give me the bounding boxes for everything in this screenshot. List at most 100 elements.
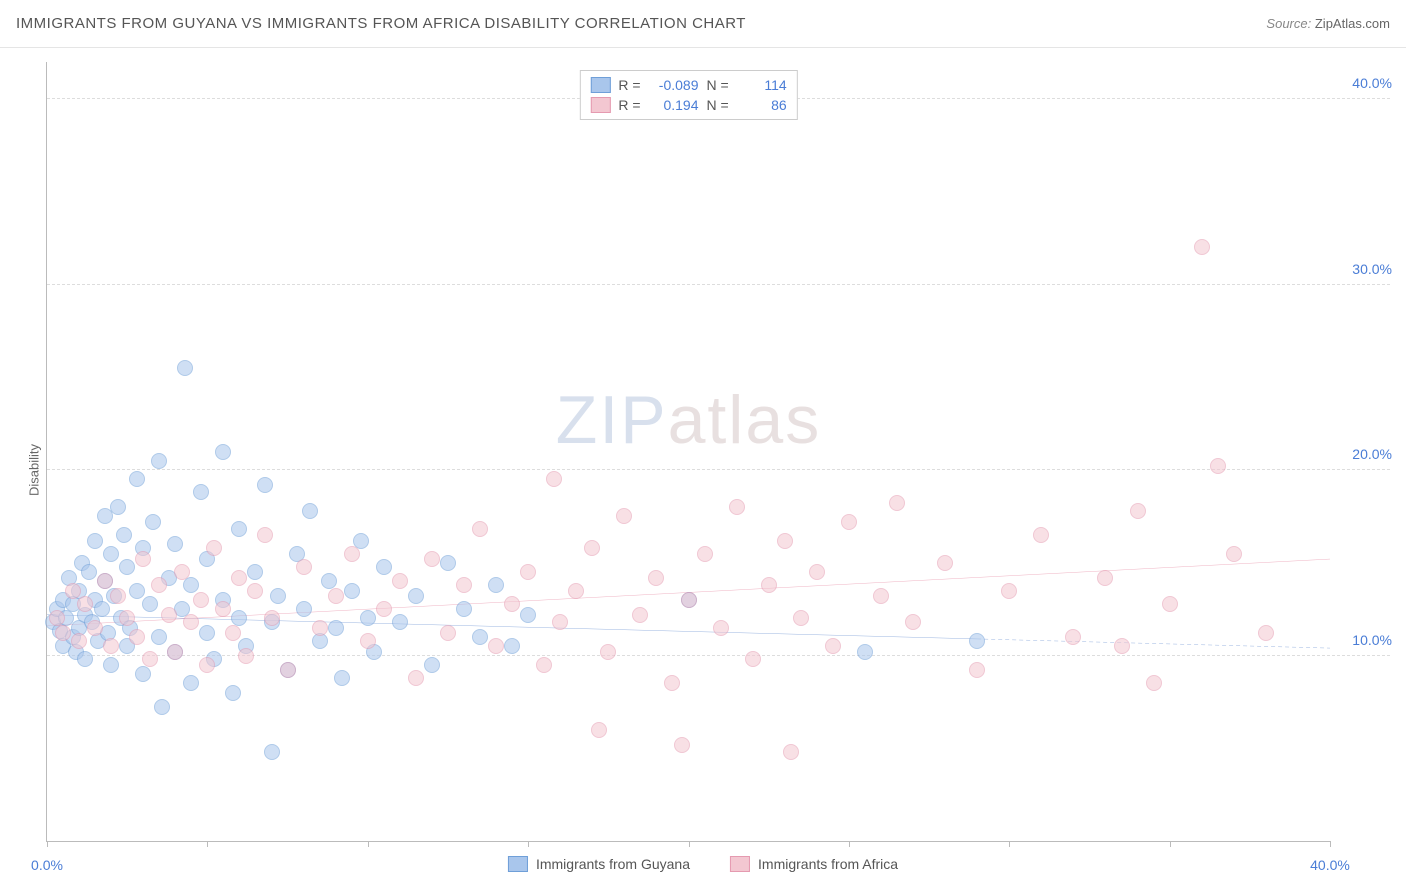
data-point — [1097, 570, 1113, 586]
data-point — [116, 527, 132, 543]
data-point — [873, 588, 889, 604]
data-point — [231, 570, 247, 586]
data-point — [456, 577, 472, 593]
source-label: Source: — [1266, 16, 1311, 31]
data-point — [664, 675, 680, 691]
swatch-guyana — [508, 856, 528, 872]
n-value-africa: 86 — [737, 97, 787, 113]
data-point — [424, 551, 440, 567]
r-value-africa: 0.194 — [649, 97, 699, 113]
data-point — [648, 570, 664, 586]
data-point — [183, 675, 199, 691]
data-point — [392, 573, 408, 589]
scatter-plot: ZIPatlas R = -0.089 N = 114 R = 0.194 N … — [46, 62, 1330, 842]
data-point — [504, 638, 520, 654]
data-point — [857, 644, 873, 660]
x-tick-label: 0.0% — [31, 857, 63, 873]
data-point — [321, 573, 337, 589]
data-point — [424, 657, 440, 673]
data-point — [94, 601, 110, 617]
data-point — [177, 360, 193, 376]
data-point — [777, 533, 793, 549]
swatch-guyana — [590, 77, 610, 93]
r-label: R = — [618, 97, 640, 113]
data-point — [225, 625, 241, 641]
n-label: N = — [707, 77, 729, 93]
data-point — [174, 564, 190, 580]
data-point — [87, 620, 103, 636]
data-point — [142, 651, 158, 667]
data-point — [215, 444, 231, 460]
data-point — [360, 633, 376, 649]
data-point — [360, 610, 376, 626]
watermark-zip: ZIP — [556, 382, 668, 458]
data-point — [536, 657, 552, 673]
data-point — [713, 620, 729, 636]
series-name-guyana: Immigrants from Guyana — [536, 856, 690, 872]
data-point — [546, 471, 562, 487]
data-point — [215, 601, 231, 617]
data-point — [71, 633, 87, 649]
x-tick — [849, 841, 850, 847]
data-point — [129, 471, 145, 487]
data-point — [408, 588, 424, 604]
data-point — [270, 588, 286, 604]
legend-item-guyana: Immigrants from Guyana — [508, 856, 690, 872]
x-tick — [47, 841, 48, 847]
data-point — [135, 551, 151, 567]
series-name-africa: Immigrants from Africa — [758, 856, 898, 872]
data-point — [199, 657, 215, 673]
data-point — [247, 564, 263, 580]
data-point — [103, 638, 119, 654]
data-point — [167, 536, 183, 552]
series-legend: Immigrants from Guyana Immigrants from A… — [508, 856, 898, 872]
legend-row-guyana: R = -0.089 N = 114 — [590, 75, 786, 95]
data-point — [103, 657, 119, 673]
data-point — [77, 651, 93, 667]
correlation-legend: R = -0.089 N = 114 R = 0.194 N = 86 — [579, 70, 797, 120]
y-axis-label: Disability — [27, 444, 42, 496]
data-point — [440, 625, 456, 641]
y-tick-label: 40.0% — [1352, 75, 1392, 91]
data-point — [552, 614, 568, 630]
data-point — [206, 540, 222, 556]
data-point — [119, 559, 135, 575]
data-point — [488, 577, 504, 593]
data-point — [456, 601, 472, 617]
data-point — [97, 573, 113, 589]
data-point — [1162, 596, 1178, 612]
data-point — [257, 477, 273, 493]
data-point — [334, 670, 350, 686]
x-tick — [1009, 841, 1010, 847]
data-point — [681, 592, 697, 608]
data-point — [280, 662, 296, 678]
data-point — [264, 610, 280, 626]
x-tick — [689, 841, 690, 847]
swatch-africa — [590, 97, 610, 113]
data-point — [296, 601, 312, 617]
source-name: ZipAtlas.com — [1315, 16, 1390, 31]
data-point — [1226, 546, 1242, 562]
data-point — [1130, 503, 1146, 519]
data-point — [392, 614, 408, 630]
data-point — [440, 555, 456, 571]
data-point — [584, 540, 600, 556]
data-point — [969, 633, 985, 649]
x-tick — [207, 841, 208, 847]
data-point — [504, 596, 520, 612]
data-point — [1001, 583, 1017, 599]
data-point — [937, 555, 953, 571]
data-point — [65, 583, 81, 599]
x-tick — [368, 841, 369, 847]
source-attribution: Source: ZipAtlas.com — [1266, 16, 1390, 31]
data-point — [616, 508, 632, 524]
data-point — [905, 614, 921, 630]
y-tick-label: 30.0% — [1352, 261, 1392, 277]
data-point — [312, 620, 328, 636]
data-point — [110, 499, 126, 515]
data-point — [302, 503, 318, 519]
data-point — [247, 583, 263, 599]
data-point — [472, 521, 488, 537]
data-point — [745, 651, 761, 667]
data-point — [87, 533, 103, 549]
